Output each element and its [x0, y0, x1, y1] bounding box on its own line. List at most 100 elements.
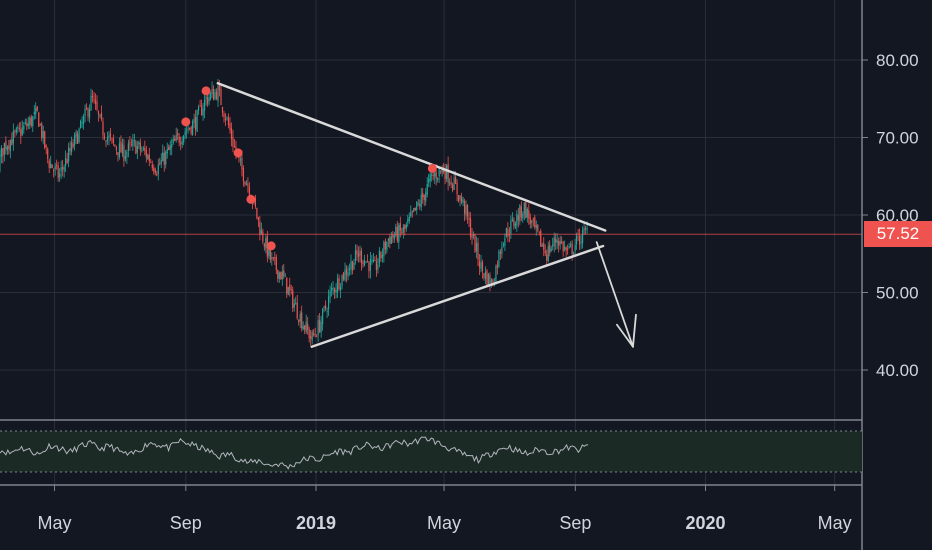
candle-body-389 — [540, 230, 542, 247]
candle-body-28 — [0, 148, 2, 157]
candle-body-390 — [541, 244, 543, 247]
candle-body-131 — [154, 169, 156, 174]
candle-body-172 — [215, 91, 218, 100]
candle-body-46 — [27, 122, 29, 127]
candle-body-102 — [111, 138, 113, 140]
candle-body-44 — [24, 122, 26, 124]
candle-body-67 — [59, 173, 61, 177]
candle-body-405 — [564, 246, 566, 250]
sell-marker-5 — [427, 163, 437, 173]
candle-body-74 — [69, 148, 71, 151]
candle-body-318 — [434, 173, 436, 177]
trendlines[interactable] — [216, 82, 607, 348]
candle-body-104 — [114, 144, 116, 147]
candle-body-383 — [531, 220, 533, 223]
candle-body-267 — [357, 253, 360, 258]
candle-body-310 — [422, 192, 424, 198]
candle-body-371 — [513, 219, 515, 226]
oscillator-pane[interactable] — [0, 430, 862, 473]
candle-body-387 — [537, 224, 539, 231]
candle-body-238 — [314, 334, 316, 336]
candle-body-182 — [230, 128, 233, 140]
candle-body-376 — [520, 206, 522, 218]
oscillator-line — [0, 436, 589, 470]
candle-body-345 — [474, 234, 476, 253]
candle-body-164 — [203, 99, 206, 111]
candle-body-368 — [508, 234, 510, 236]
candle-body-80 — [78, 128, 80, 142]
candle-body-66 — [57, 165, 59, 178]
candle-body-393 — [546, 254, 548, 261]
price-axis[interactable]: 80.00 70.00 60.00 50.00 40.00 — [862, 51, 919, 380]
candle-body-130 — [153, 167, 155, 172]
candle-body-340 — [466, 204, 469, 217]
y-tick-label-2: 60.00 — [876, 206, 919, 225]
candle-body-119 — [136, 145, 138, 153]
candle-body-317 — [432, 175, 434, 177]
x-tick-label-6: May — [818, 513, 852, 533]
candle-body-291 — [393, 235, 395, 240]
trendline-1[interactable] — [310, 244, 605, 348]
candle-body-193 — [247, 183, 249, 187]
candle-body-379 — [525, 201, 527, 219]
candle-body-262 — [350, 261, 352, 270]
candle-body-109 — [121, 143, 124, 154]
candle-body-409 — [570, 244, 572, 246]
trendline-0[interactable] — [216, 82, 607, 232]
candle-body-125 — [145, 150, 147, 158]
candle-body-149 — [181, 141, 183, 145]
candle-body-212 — [275, 257, 277, 270]
candle-body-132 — [156, 174, 158, 176]
candle-body-412 — [574, 245, 576, 251]
candle-body-363 — [501, 246, 503, 254]
candle-body-410 — [571, 243, 573, 255]
candle-body-141 — [169, 145, 171, 150]
candle-body-107 — [118, 143, 121, 158]
candle-body-155 — [190, 126, 192, 134]
candle-body-311 — [423, 195, 425, 200]
candle-body-355 — [489, 275, 491, 287]
candle-body-247 — [327, 296, 330, 310]
candle-body-100 — [108, 135, 110, 138]
candle-body-356 — [490, 280, 493, 286]
candle-body-137 — [163, 153, 165, 165]
candle-body-156 — [192, 121, 194, 135]
candle-body-122 — [141, 150, 143, 152]
candle-body-57 — [44, 131, 46, 148]
candle-body-330 — [452, 184, 454, 191]
candle-body-366 — [505, 227, 507, 237]
candle-body-144 — [174, 138, 176, 141]
candle-body-97 — [103, 136, 106, 139]
candle-body-283 — [381, 254, 383, 259]
candle-body-226 — [296, 302, 298, 319]
candle-body-298 — [404, 224, 406, 229]
candle-body-408 — [568, 246, 570, 248]
candle-body-111 — [124, 156, 126, 160]
candle-body-211 — [274, 257, 276, 259]
time-axis[interactable]: May Sep 2019 May Sep 2020 May — [38, 485, 852, 533]
candle-body-401 — [558, 241, 560, 246]
candle-body-300 — [407, 219, 409, 223]
candle-body-72 — [66, 159, 68, 164]
candle-body-254 — [338, 277, 340, 290]
candle-body-261 — [348, 268, 351, 271]
candle-body-295 — [399, 223, 401, 231]
candle-body-162 — [200, 105, 203, 116]
candle-body-126 — [147, 155, 149, 160]
candle-body-151 — [184, 131, 186, 135]
candle-body-320 — [437, 178, 439, 180]
candle-body-114 — [129, 141, 131, 144]
candle-body-32 — [6, 146, 8, 151]
y-tick-label-0: 80.00 — [876, 51, 919, 70]
candle-body-139 — [166, 148, 168, 154]
last-price-label: 57.52 — [864, 221, 932, 248]
candle-body-96 — [102, 121, 104, 136]
candle-body-256 — [341, 274, 343, 287]
candle-body-404 — [562, 242, 564, 252]
candle-body-138 — [165, 151, 167, 165]
candle-body-73 — [68, 147, 70, 162]
candle-body-362 — [499, 252, 502, 254]
candle-body-316 — [431, 174, 433, 176]
candle-body-56 — [42, 130, 44, 139]
